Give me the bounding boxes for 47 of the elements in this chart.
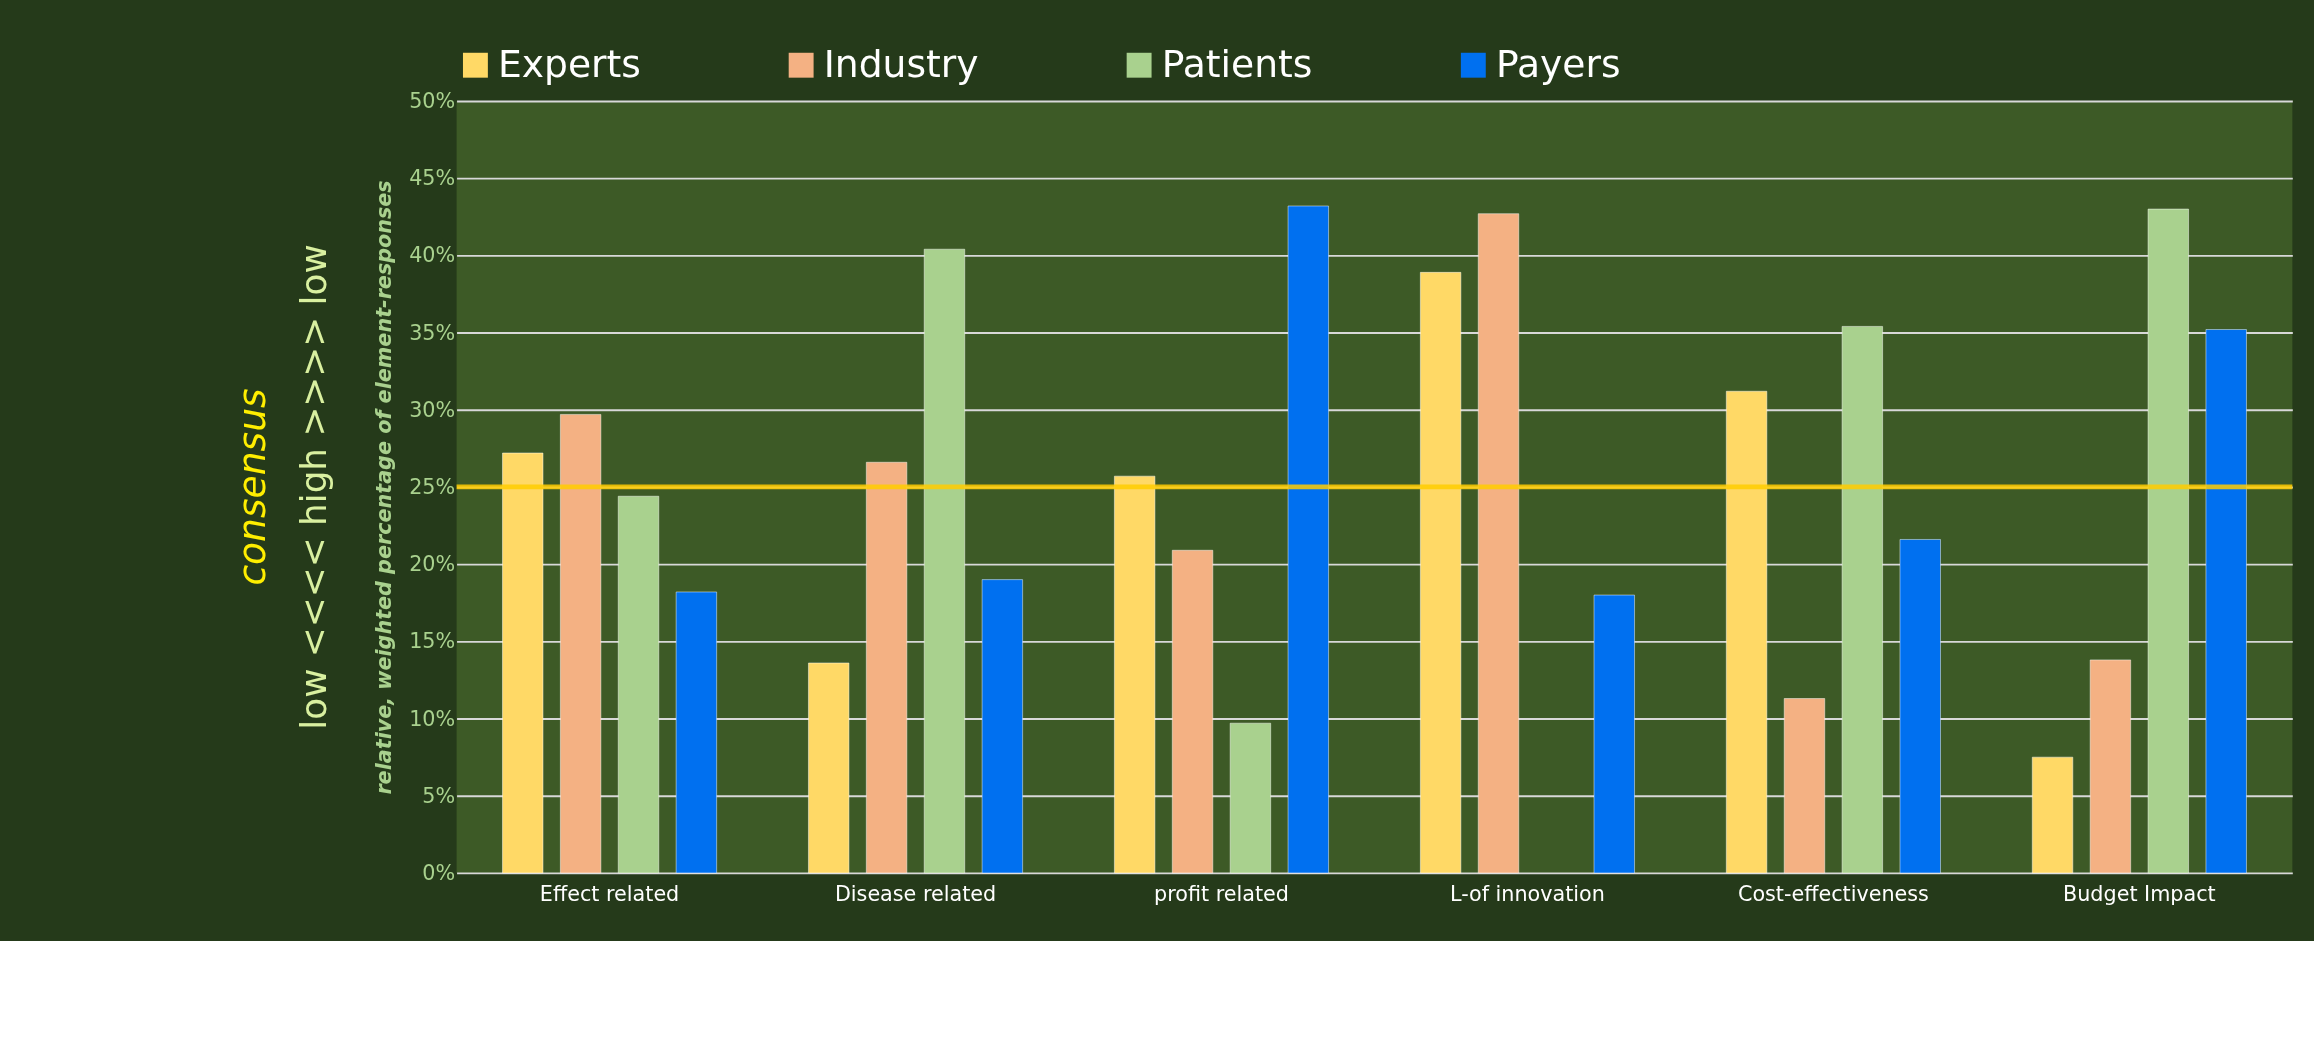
y-tick-label: 30% (409, 397, 456, 422)
text: low <<<< high >>>> low (292, 244, 334, 730)
bar (865, 461, 908, 874)
x-tick-label: Budget Impact (2063, 881, 2216, 906)
bar (617, 495, 660, 874)
bar (1725, 390, 1768, 874)
bar (923, 248, 966, 874)
bar (2031, 756, 2074, 874)
x-tick-label: Disease related (834, 881, 997, 906)
bar (1287, 205, 1330, 874)
bar (1477, 213, 1520, 874)
y-axis-title: relative, weighted percentage of element-responses (372, 180, 397, 795)
bar (2205, 329, 2247, 874)
x-tick-label: L-of innovation (1450, 881, 1605, 906)
bar (1229, 722, 1272, 874)
bar (1419, 271, 1462, 874)
y-tick-label: 45% (409, 166, 456, 191)
y-tick-label: 10% (409, 706, 456, 731)
bar (675, 591, 718, 874)
legend-label: Experts (498, 41, 641, 86)
bar (559, 413, 602, 874)
legend-label: Payers (1495, 41, 1621, 86)
bar (2089, 659, 2132, 874)
bar (1783, 698, 1826, 874)
text: consensus (230, 388, 275, 586)
legend-label: Patients (1161, 41, 1313, 86)
x-tick-label: Cost-effectiveness (1737, 881, 1929, 906)
y-tick-label: 25% (409, 475, 456, 500)
y-tick-label: 0% (422, 861, 456, 886)
y-tick-label: 5% (422, 783, 456, 808)
x-tick-label: profit related (1154, 881, 1289, 906)
x-tick-label: Effect related (539, 881, 680, 906)
y-tick-label: 35% (409, 320, 456, 345)
bar (1113, 475, 1156, 874)
bar (1171, 549, 1214, 874)
y-tick-label: 20% (409, 552, 456, 577)
bar (1899, 539, 1941, 874)
bar (1593, 594, 1635, 874)
legend-label: Industry (823, 41, 979, 86)
bar (2147, 208, 2190, 874)
bar (1841, 325, 1884, 874)
y-tick-label: 15% (409, 629, 456, 654)
y-tick-label: 40% (409, 243, 456, 268)
bar (807, 662, 850, 874)
bar (981, 579, 1024, 874)
y-tick-label: 50% (409, 89, 456, 114)
bar (502, 452, 544, 874)
